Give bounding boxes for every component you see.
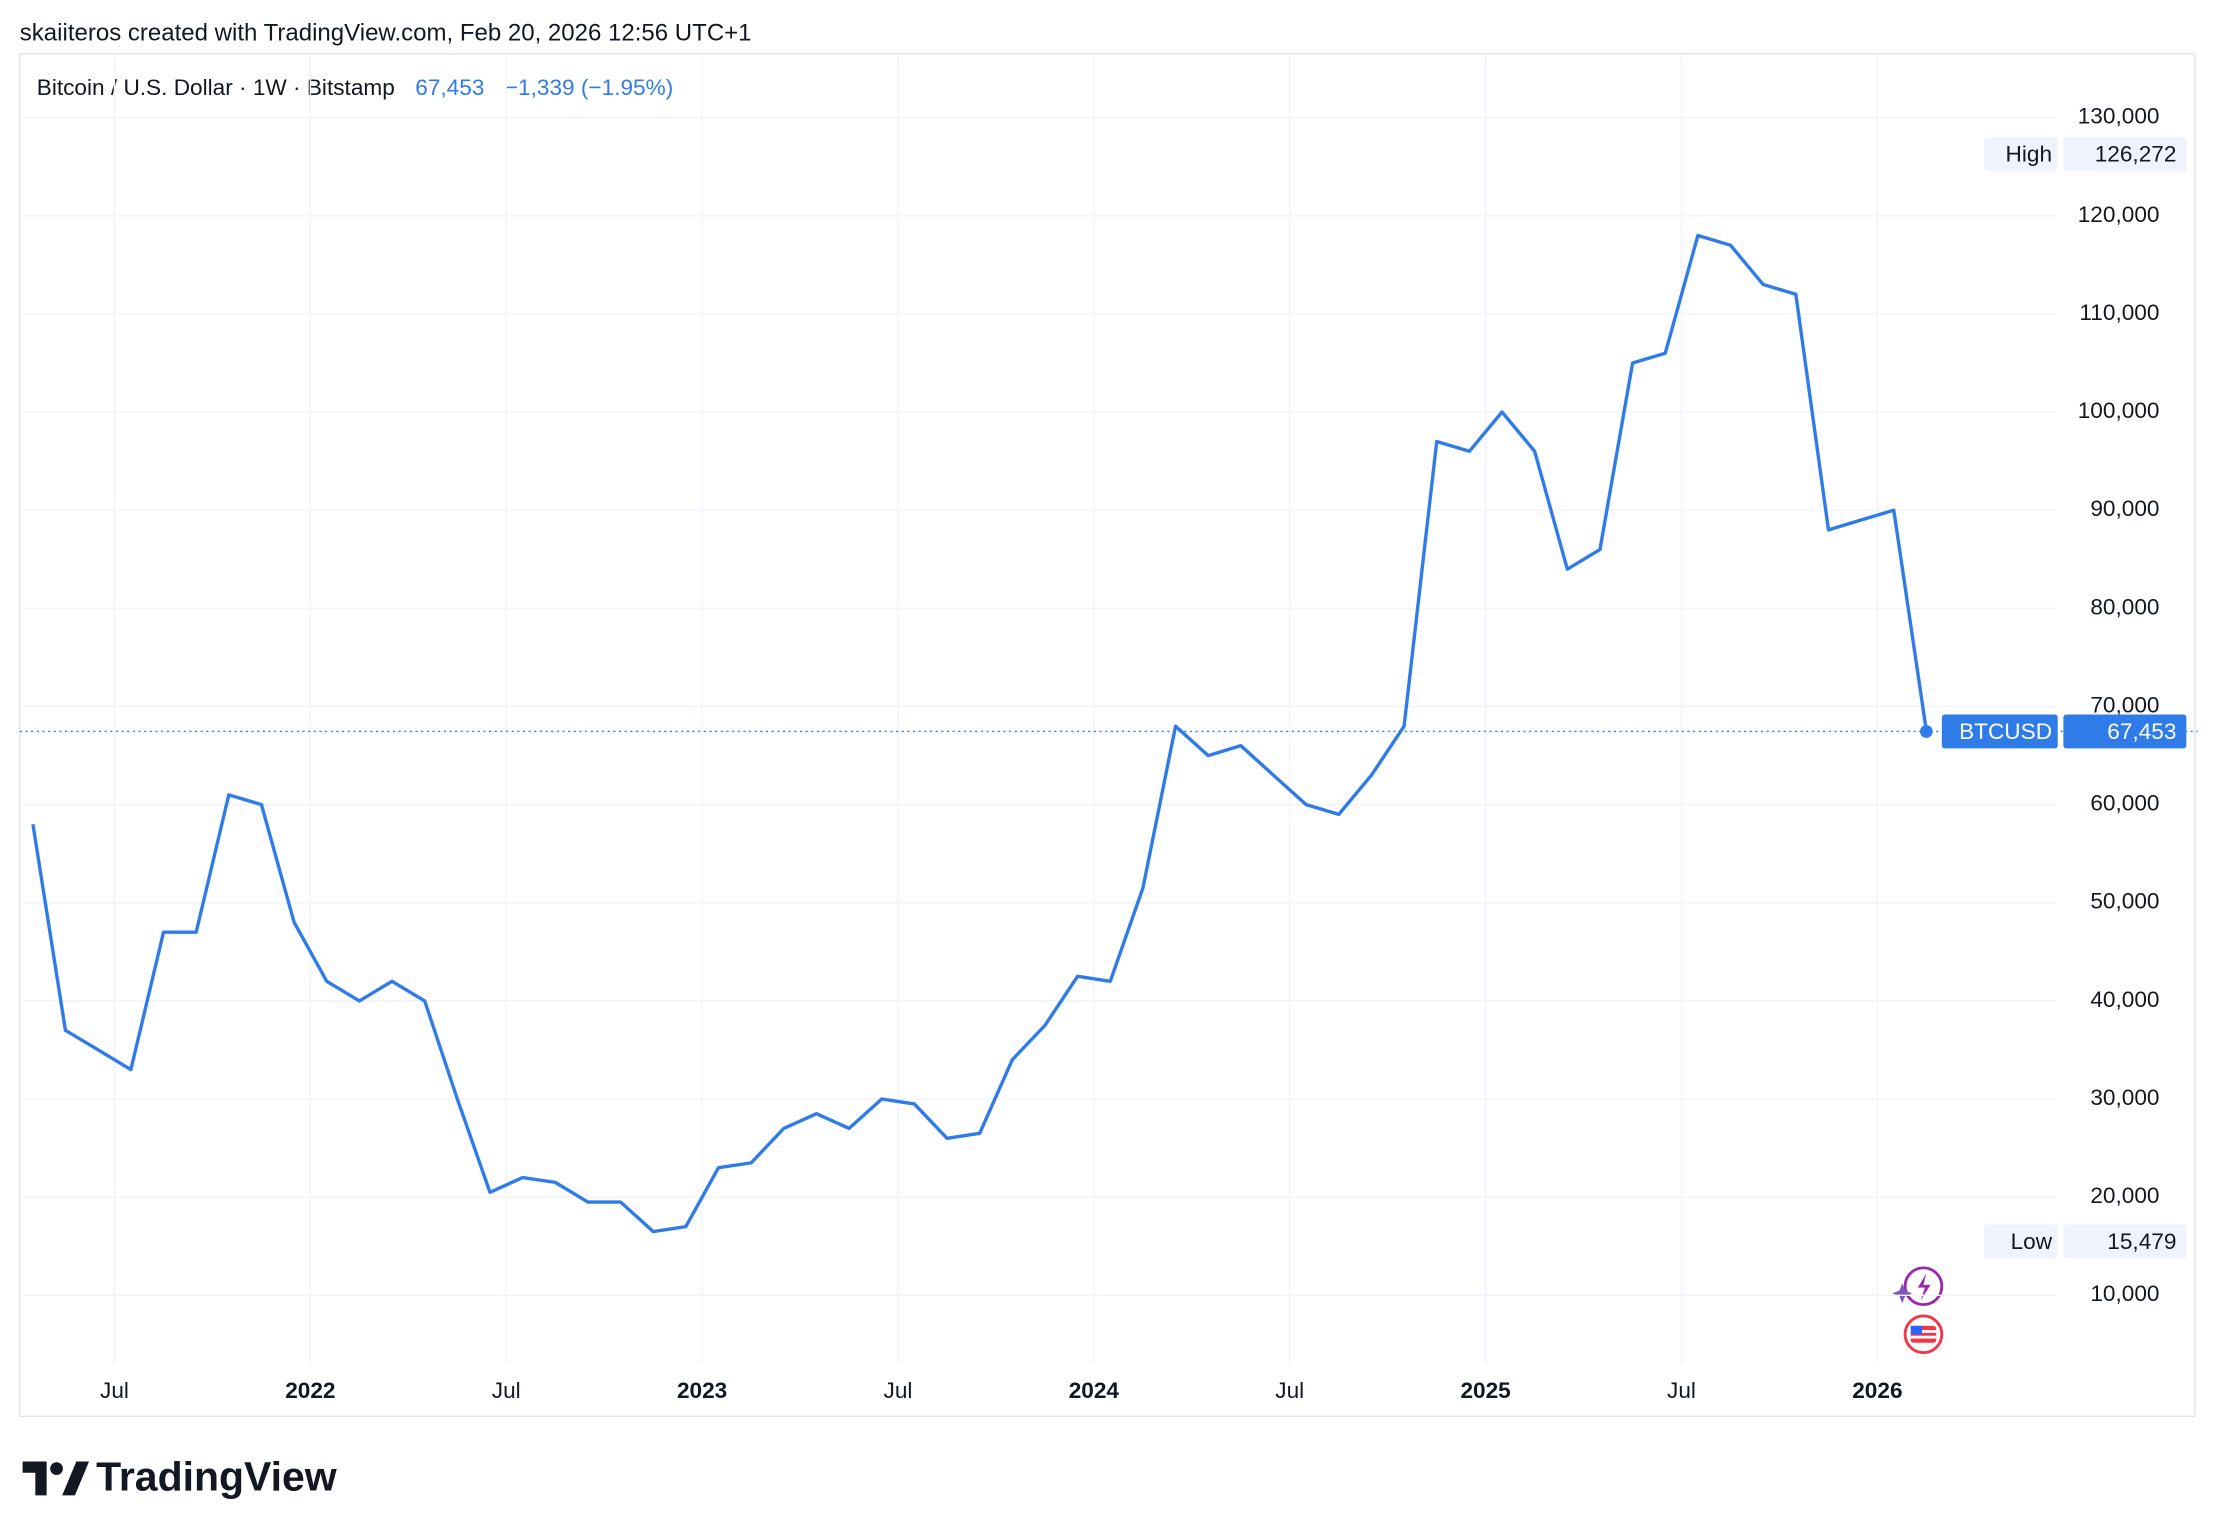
price-line (31, 233, 1929, 1234)
annotation-value: 126,272 (2095, 142, 2177, 167)
attribution: skaiiteros created with TradingView.com,… (20, 19, 752, 46)
x-tick-label: 2022 (285, 1378, 335, 1403)
y-tick-label: 60,000 (2090, 791, 2159, 816)
annotation-label: BTCUSD (1959, 719, 2052, 744)
label-box (2063, 714, 2187, 749)
y-tick-label: 100,000 (2078, 398, 2160, 423)
annotation-value: 15,479 (2107, 1229, 2176, 1254)
x-tick-label: 2024 (1069, 1378, 1120, 1403)
y-tick-label: 110,000 (2079, 300, 2159, 325)
y-tick-label: 130,000 (2078, 104, 2160, 129)
logo-dot (50, 1462, 63, 1475)
logo-mark (22, 1461, 47, 1496)
y-tick-label: 10,000 (2090, 1281, 2159, 1306)
brand: TradingView (96, 1454, 337, 1500)
annotation-label: Low (2011, 1229, 2053, 1254)
annotation-label: High (2006, 142, 2053, 167)
brand-logo: TradingView (22, 1454, 337, 1500)
chart-header: Bitcoin / U.S. Dollar · 1W · Bitstamp 67… (37, 75, 674, 100)
annotation-value: 67,453 (2107, 719, 2176, 744)
y-tick-label: 90,000 (2090, 496, 2159, 521)
y-tick-label: 120,000 (2078, 202, 2160, 227)
flag-stripe (1910, 1335, 1937, 1339)
x-tick-label: 2026 (1852, 1378, 1902, 1403)
logo-mark (62, 1461, 90, 1496)
bolt-icon (1917, 1273, 1931, 1301)
label-box (2063, 137, 2187, 172)
label-box (1941, 714, 2058, 749)
x-tick-label: Jul (100, 1378, 129, 1403)
last-price: 67,453 (415, 75, 484, 100)
label-box (1984, 1224, 2058, 1259)
sparkle-icon (1892, 1283, 1913, 1304)
x-tick-label: Jul (492, 1378, 521, 1403)
flag-stripe (1910, 1330, 1937, 1333)
y-tick-label: 20,000 (2090, 1183, 2159, 1208)
y-tick-label: 40,000 (2090, 987, 2159, 1012)
x-tick-label: Jul (1275, 1378, 1304, 1403)
y-tick-label: 80,000 (2090, 594, 2159, 619)
y-tick-label: 70,000 (2090, 692, 2159, 717)
grid (19, 53, 2057, 1364)
y-tick-label: 50,000 (2090, 889, 2159, 914)
y-tick-label: 30,000 (2090, 1085, 2159, 1110)
x-tick-label: Jul (1667, 1378, 1696, 1403)
flag-canton (1910, 1325, 1923, 1335)
x-tick-label: Jul (884, 1378, 913, 1403)
last-point (1919, 725, 1933, 738)
symbol-title: Bitcoin / U.S. Dollar · 1W · Bitstamp (37, 75, 395, 100)
label-box (1984, 137, 2058, 172)
price-change: −1,339 (−1.95%) (505, 75, 673, 100)
label-box (2063, 1224, 2187, 1259)
x-tick-label: 2023 (677, 1378, 727, 1403)
x-tick-label: 2025 (1460, 1378, 1510, 1403)
